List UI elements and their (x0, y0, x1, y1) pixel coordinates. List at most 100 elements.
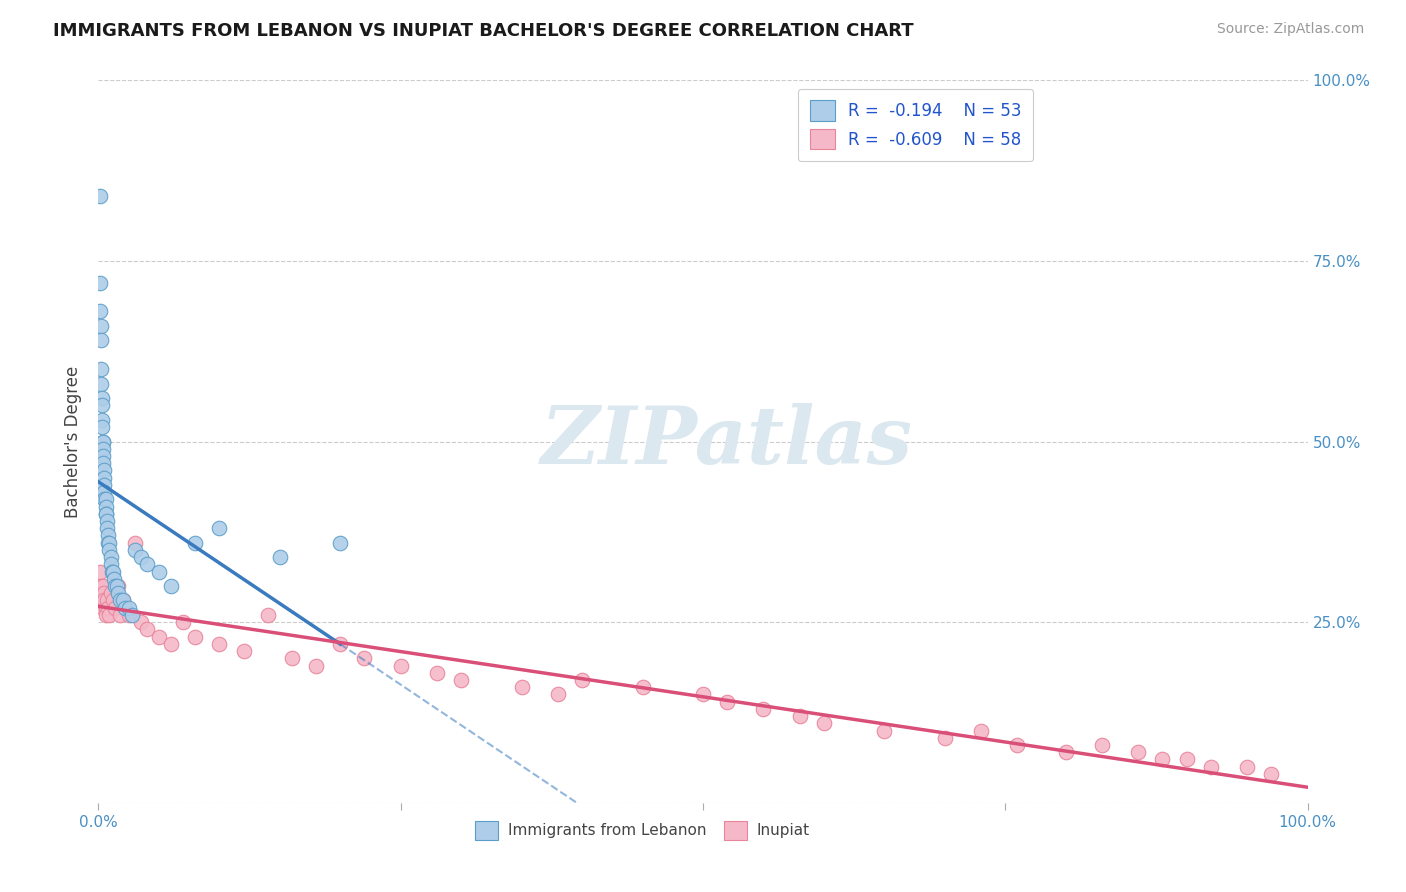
Point (91, 449, 114, 463)
Point (256, 607, 278, 622)
Point (124, 542, 146, 557)
Point (96, 521, 118, 535)
Point (91, 434, 114, 449)
Point (389, 658, 412, 673)
Point (1199, 760, 1222, 774)
Point (97, 600, 120, 615)
Point (1128, 745, 1150, 759)
Point (94, 507, 117, 521)
Point (135, 623, 157, 637)
Point (89, 565, 111, 579)
Point (172, 615, 194, 630)
Point (90, 579, 112, 593)
Point (89, 276, 111, 290)
Point (96, 593, 118, 607)
Point (100, 586, 122, 600)
Point (98, 542, 121, 557)
Point (91, 413, 114, 427)
Point (94, 600, 117, 615)
Point (184, 535, 207, 549)
Point (281, 651, 304, 665)
Point (118, 607, 141, 622)
Point (94, 500, 117, 514)
Point (571, 673, 593, 687)
Point (1054, 745, 1077, 759)
Point (94, 492, 117, 507)
Text: ZIPatlas: ZIPatlas (541, 403, 914, 480)
Point (111, 593, 134, 607)
Legend: Immigrants from Lebanon, Inupiat: Immigrants from Lebanon, Inupiat (470, 815, 815, 846)
Point (129, 615, 152, 630)
Point (97, 528, 120, 542)
Point (94, 507, 117, 521)
Point (93, 593, 115, 607)
Point (104, 600, 127, 615)
Point (121, 607, 143, 622)
Point (104, 579, 127, 593)
Point (114, 600, 136, 615)
Point (91, 442, 114, 456)
Point (107, 579, 129, 593)
Point (208, 521, 231, 535)
Point (789, 709, 811, 723)
Point (129, 550, 152, 565)
Point (124, 535, 146, 549)
Point (93, 463, 115, 477)
Point (93, 586, 115, 600)
Point (90, 318, 112, 333)
Point (101, 565, 124, 579)
Point (1236, 760, 1258, 774)
Point (96, 514, 118, 528)
Point (91, 600, 114, 615)
Point (91, 420, 114, 434)
Point (97, 535, 120, 549)
Point (98, 535, 121, 549)
Point (135, 558, 157, 572)
Point (208, 637, 231, 651)
Point (90, 334, 112, 348)
Point (160, 579, 183, 593)
Point (93, 485, 115, 500)
Point (510, 680, 533, 694)
Point (111, 593, 134, 607)
Point (1260, 767, 1282, 781)
Y-axis label: Bachelor's Degree: Bachelor's Degree (65, 366, 83, 517)
Point (91, 456, 114, 470)
Point (426, 665, 449, 680)
Point (269, 550, 291, 565)
Point (93, 478, 115, 492)
Point (450, 673, 472, 687)
Point (547, 687, 569, 701)
Point (232, 644, 254, 658)
Point (100, 558, 122, 572)
Point (108, 593, 131, 607)
Point (90, 362, 112, 376)
Point (873, 723, 896, 738)
Point (1091, 738, 1114, 752)
Point (108, 607, 131, 622)
Text: Source: ZipAtlas.com: Source: ZipAtlas.com (1216, 22, 1364, 37)
Point (160, 637, 183, 651)
Point (94, 607, 117, 622)
Point (91, 434, 114, 449)
Point (148, 565, 170, 579)
Point (91, 579, 114, 593)
Point (752, 702, 775, 716)
Point (105, 579, 128, 593)
Point (101, 593, 124, 607)
Point (813, 716, 835, 731)
Point (1007, 738, 1029, 752)
Point (1152, 752, 1174, 766)
Point (716, 695, 738, 709)
Point (631, 680, 654, 694)
Point (90, 376, 112, 391)
Point (91, 593, 114, 607)
Text: IMMIGRANTS FROM LEBANON VS INUPIAT BACHELOR'S DEGREE CORRELATION CHART: IMMIGRANTS FROM LEBANON VS INUPIAT BACHE… (53, 22, 914, 40)
Point (93, 470, 115, 484)
Point (329, 535, 352, 549)
Point (100, 550, 122, 565)
Point (118, 600, 141, 615)
Point (98, 607, 121, 622)
Point (692, 687, 714, 701)
Point (1175, 752, 1198, 766)
